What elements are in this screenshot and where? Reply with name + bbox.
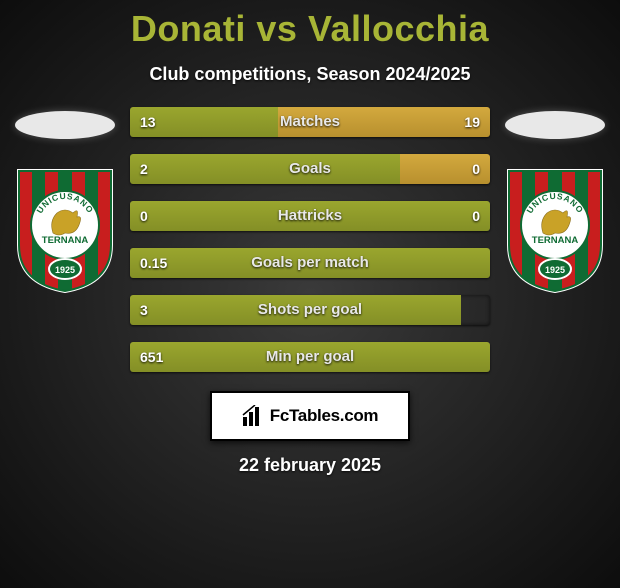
comparison-row: UNICUSANO TERNANA 1925 1319Matches 20Goal… — [0, 107, 620, 389]
stat-bar: 20Goals — [130, 154, 490, 184]
stat-bar-left-fill — [130, 154, 400, 184]
subtitle: Club competitions, Season 2024/2025 — [0, 64, 620, 85]
stat-bar-left-fill — [130, 107, 278, 137]
right-player-column: UNICUSANO TERNANA 1925 — [500, 107, 610, 293]
footer-brand-banner: FcTables.com — [210, 391, 410, 441]
badge-bottom-text: TERNANA — [42, 235, 89, 246]
left-player-column: UNICUSANO TERNANA 1925 — [10, 107, 120, 293]
stat-bar-right-fill — [278, 107, 490, 137]
left-halo — [15, 111, 115, 139]
stat-bar: 0.15Goals per match — [130, 248, 490, 278]
stat-bar: 3Shots per goal — [130, 295, 490, 325]
left-team-badge: UNICUSANO TERNANA 1925 — [13, 165, 117, 293]
badge-bottom-text: TERNANA — [532, 235, 579, 246]
stat-bar-right-fill — [310, 201, 490, 231]
footer-brand-text: FcTables.com — [270, 406, 379, 426]
badge-year: 1925 — [55, 265, 75, 275]
stat-bar: 651Min per goal — [130, 342, 490, 372]
right-team-badge: UNICUSANO TERNANA 1925 — [503, 165, 607, 293]
stat-bar-left-fill — [130, 201, 310, 231]
stat-bars: 1319Matches 20Goals 00Hattricks 0.15Goals p… — [130, 107, 490, 389]
shield-icon: UNICUSANO TERNANA 1925 — [13, 165, 117, 293]
footer-date: 22 february 2025 — [0, 455, 620, 476]
stat-bar-left-fill — [130, 342, 490, 372]
badge-year: 1925 — [545, 265, 565, 275]
chart-icon — [242, 405, 264, 427]
stat-bar: 1319Matches — [130, 107, 490, 137]
right-halo — [505, 111, 605, 139]
page-title: Donati vs Vallocchia — [0, 8, 620, 50]
stat-bar-left-fill — [130, 295, 461, 325]
shield-icon: UNICUSANO TERNANA 1925 — [503, 165, 607, 293]
stat-bar-right-fill — [400, 154, 490, 184]
stat-bar: 00Hattricks — [130, 201, 490, 231]
stat-bar-left-fill — [130, 248, 490, 278]
